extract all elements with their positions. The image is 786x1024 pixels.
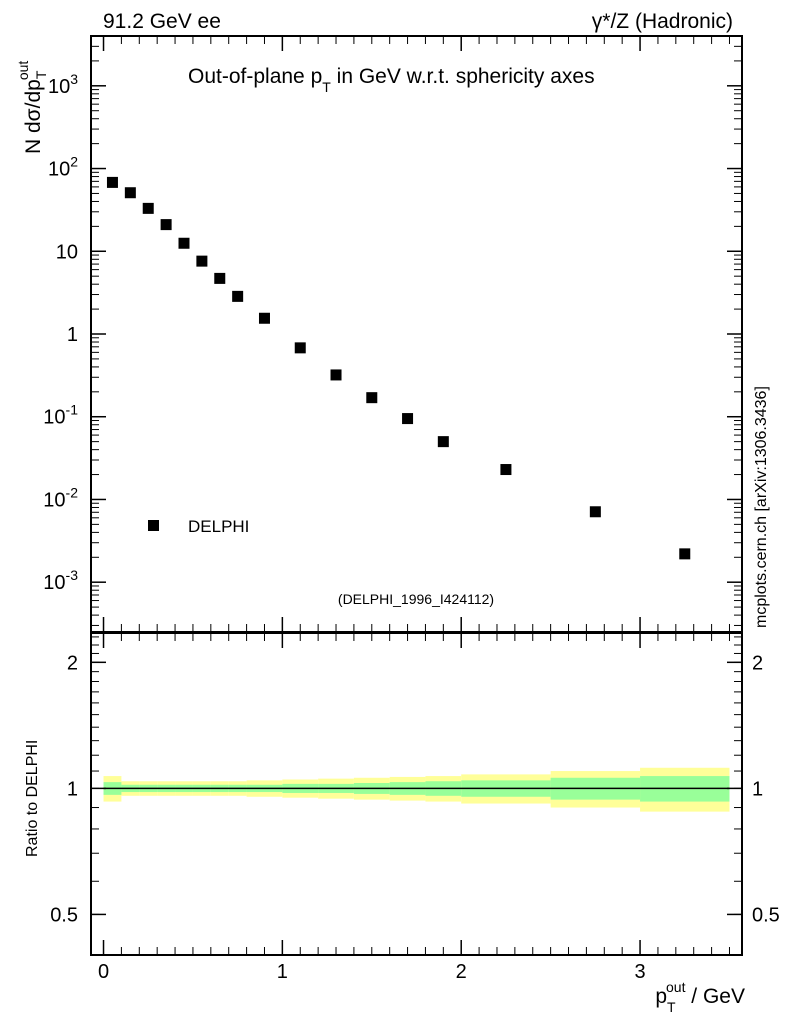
analysis-label: (DELPHI_1996_I424112) xyxy=(338,591,494,607)
data-point xyxy=(366,392,378,404)
main-y-tick-label: 10 xyxy=(56,241,78,263)
ratio-y-tick-label-right: 2 xyxy=(752,652,763,674)
main-y-tick-label: 10-2 xyxy=(43,484,78,511)
main-y-tick-label: 1 xyxy=(67,324,78,346)
ratio-y-tick-label-left: 0.5 xyxy=(50,904,78,926)
header-right-label: γ*/Z (Hadronic) xyxy=(592,10,733,33)
data-point xyxy=(106,176,118,188)
ratio-uncertainty-bands xyxy=(103,767,730,812)
data-point xyxy=(232,290,244,302)
data-point xyxy=(402,413,414,425)
ratio-axis-ticks: 0.5 0.5 1 1 2 2 0 1 2 3 xyxy=(50,633,780,983)
x-axis-label: pTout / GeV xyxy=(655,979,745,1015)
data-point xyxy=(178,237,190,249)
x-tick-label: 3 xyxy=(634,961,645,983)
data-point xyxy=(330,369,342,381)
main-y-tick-label: 10-3 xyxy=(43,567,78,594)
data-point xyxy=(294,342,306,354)
data-point xyxy=(214,272,226,284)
data-point xyxy=(437,436,449,448)
data-point xyxy=(500,464,512,476)
main-axis-ticks: 10-3 10-2 10-1 1 10 102 103 xyxy=(43,35,742,632)
ratio-ylabel: Ratio to DELPHI xyxy=(24,740,41,857)
data-point xyxy=(160,219,172,231)
data-point xyxy=(679,548,691,560)
main-y-tick-label: 10-1 xyxy=(43,402,78,429)
ratio-y-tick-label-right: 1 xyxy=(752,778,763,800)
ratio-y-tick-label-left: 2 xyxy=(67,652,78,674)
ratio-y-tick-label-right: 0.5 xyxy=(752,904,780,926)
data-point xyxy=(124,187,136,199)
main-title: Out-of-plane pT in GeV w.r.t. sphericity… xyxy=(188,65,595,95)
data-point xyxy=(258,312,270,324)
x-tick-label: 2 xyxy=(456,961,467,983)
data-point xyxy=(196,255,208,267)
legend-marker xyxy=(148,520,159,531)
data-point xyxy=(589,506,601,518)
legend-label: DELPHI xyxy=(188,517,249,536)
main-ylabel: N dσ/dpTout xyxy=(15,61,49,154)
main-plot-frame xyxy=(90,35,743,633)
ratio-plot-frame xyxy=(90,632,743,956)
watermark: mcplots.cern.ch [arXiv:1306.3436] xyxy=(753,386,770,628)
x-tick-label: 0 xyxy=(98,961,109,983)
ratio-y-tick-label-left: 1 xyxy=(67,778,78,800)
data-point xyxy=(142,202,154,214)
main-y-tick-label: 103 xyxy=(48,71,78,98)
x-tick-label: 1 xyxy=(277,961,288,983)
main-data-points xyxy=(106,176,691,560)
header-left-label: 91.2 GeV ee xyxy=(103,10,221,33)
main-y-tick-label: 102 xyxy=(48,154,78,181)
